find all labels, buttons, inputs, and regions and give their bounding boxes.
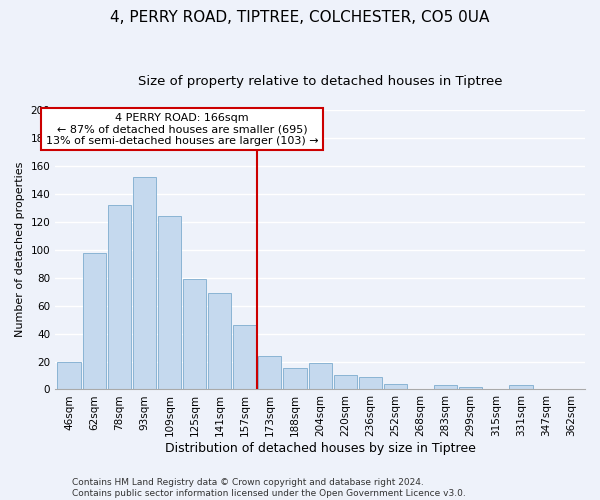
Bar	[459, 386, 482, 390]
Bar	[83, 252, 106, 390]
Bar	[183, 279, 206, 390]
X-axis label: Distribution of detached houses by size in Tiptree: Distribution of detached houses by size …	[164, 442, 476, 455]
Y-axis label: Number of detached properties: Number of detached properties	[15, 162, 25, 338]
Bar	[233, 325, 256, 390]
Bar	[107, 205, 131, 390]
Bar	[58, 362, 80, 390]
Title: Size of property relative to detached houses in Tiptree: Size of property relative to detached ho…	[138, 75, 502, 88]
Bar	[509, 386, 533, 390]
Text: 4 PERRY ROAD: 166sqm
← 87% of detached houses are smaller (695)
13% of semi-deta: 4 PERRY ROAD: 166sqm ← 87% of detached h…	[46, 113, 318, 146]
Bar	[283, 368, 307, 390]
Bar	[384, 384, 407, 390]
Bar	[133, 177, 156, 390]
Bar	[259, 356, 281, 390]
Bar	[359, 377, 382, 390]
Bar	[208, 293, 231, 390]
Bar	[334, 376, 357, 390]
Text: 4, PERRY ROAD, TIPTREE, COLCHESTER, CO5 0UA: 4, PERRY ROAD, TIPTREE, COLCHESTER, CO5 …	[110, 10, 490, 25]
Bar	[158, 216, 181, 390]
Bar	[308, 363, 332, 390]
Text: Contains HM Land Registry data © Crown copyright and database right 2024.
Contai: Contains HM Land Registry data © Crown c…	[72, 478, 466, 498]
Bar	[434, 386, 457, 390]
